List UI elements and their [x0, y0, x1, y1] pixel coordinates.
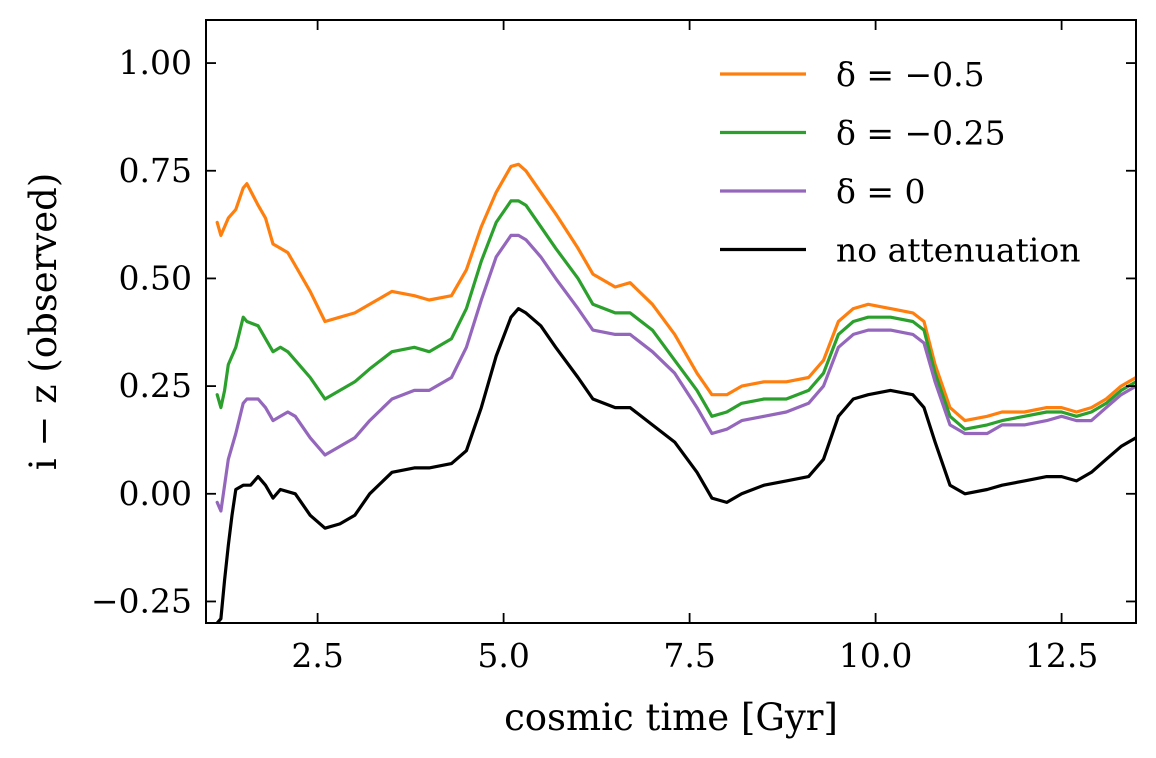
legend-entry-0: δ = −0.5 — [720, 55, 985, 94]
legend-entry-1: δ = −0.25 — [720, 114, 1006, 153]
series-layer — [215, 162, 1136, 623]
x-tick-label: 2.5 — [291, 636, 343, 675]
legend-entry-3: no attenuation — [720, 231, 1080, 270]
y-tick-label: 0.75 — [119, 151, 192, 190]
legend-entry-2: δ = 0 — [720, 172, 926, 211]
series-line-3 — [215, 307, 1136, 623]
x-tick-label: 5.0 — [477, 636, 529, 675]
legend-label: δ = 0 — [836, 172, 926, 211]
x-tick-label: 12.5 — [1025, 636, 1098, 675]
legend-label: δ = −0.5 — [836, 55, 985, 94]
plot-area-frame — [205, 19, 1137, 624]
y-tick-label: 0.00 — [119, 474, 192, 513]
x-tick-label: 7.5 — [663, 636, 715, 675]
series-line-0 — [215, 162, 1136, 423]
y-axis-title: i − z (observed) — [22, 173, 65, 471]
legend-label: no attenuation — [836, 231, 1080, 270]
x-tick-label: 10.0 — [839, 636, 912, 675]
series-line-1 — [215, 199, 1136, 431]
legend: δ = −0.5 δ = −0.25 δ = 0 no attenuation — [720, 55, 1080, 270]
series-line-2 — [215, 233, 1136, 513]
y-tick-label: 1.00 — [119, 43, 192, 82]
y-tick-label: 0.50 — [119, 258, 192, 297]
y-tick-label: 0.25 — [119, 366, 192, 405]
y-tick-label: −0.25 — [91, 581, 192, 620]
axis-ticks: 2.5 5.0 7.5 10.0 12.5 −0.25 0.00 0.25 0.50 0.75 1.… — [91, 20, 1136, 675]
x-axis-title: cosmic time [Gyr] — [504, 696, 838, 739]
legend-label: δ = −0.25 — [836, 114, 1006, 153]
